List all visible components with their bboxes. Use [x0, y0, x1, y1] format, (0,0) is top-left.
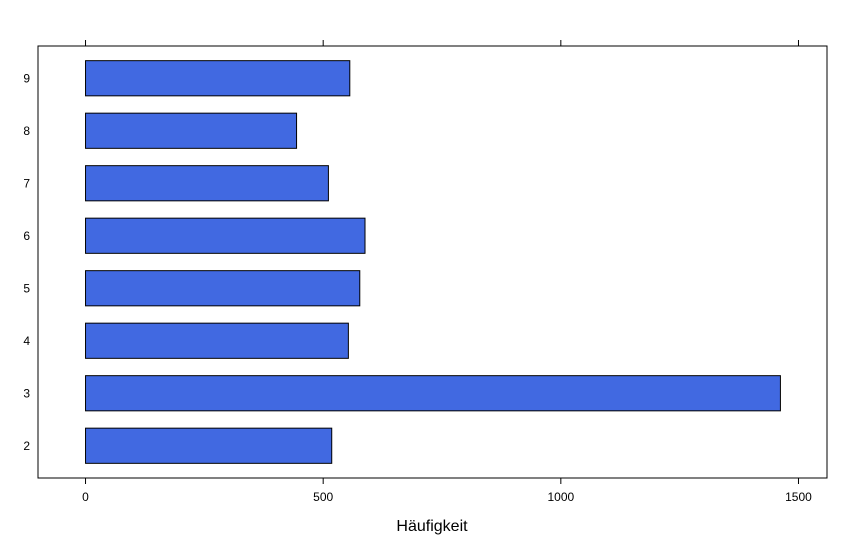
y-tick-label-6: 6 [23, 229, 30, 243]
y-tick-labels: 2 3 4 5 6 7 8 9 [23, 71, 30, 453]
bar-4 [85, 322, 349, 359]
bar-9 [85, 60, 351, 97]
bars-group [85, 60, 781, 464]
plot-frame [37, 45, 828, 479]
bar-2 [85, 427, 333, 464]
bar-6 [85, 217, 366, 254]
x-axis-title: Häufigkeit [396, 518, 468, 535]
y-tick-label-3: 3 [23, 386, 30, 400]
y-tick-label-4: 4 [23, 334, 30, 348]
x-ticks: 0 500 1000 1500 [82, 40, 812, 504]
y-tick-label-9: 9 [23, 71, 30, 85]
x-tick-label-500: 500 [313, 490, 333, 504]
x-tick-label-0: 0 [82, 490, 89, 504]
bar-5 [85, 270, 361, 307]
bar-3 [85, 375, 781, 412]
y-tick-label-8: 8 [23, 124, 30, 138]
y-tick-label-7: 7 [23, 176, 30, 190]
bar-8 [85, 112, 298, 149]
bar-7 [85, 165, 329, 202]
x-tick-label-1500: 1500 [785, 490, 812, 504]
y-tick-label-5: 5 [23, 281, 30, 295]
y-tick-label-2: 2 [23, 439, 30, 453]
x-tick-label-1000: 1000 [547, 490, 574, 504]
